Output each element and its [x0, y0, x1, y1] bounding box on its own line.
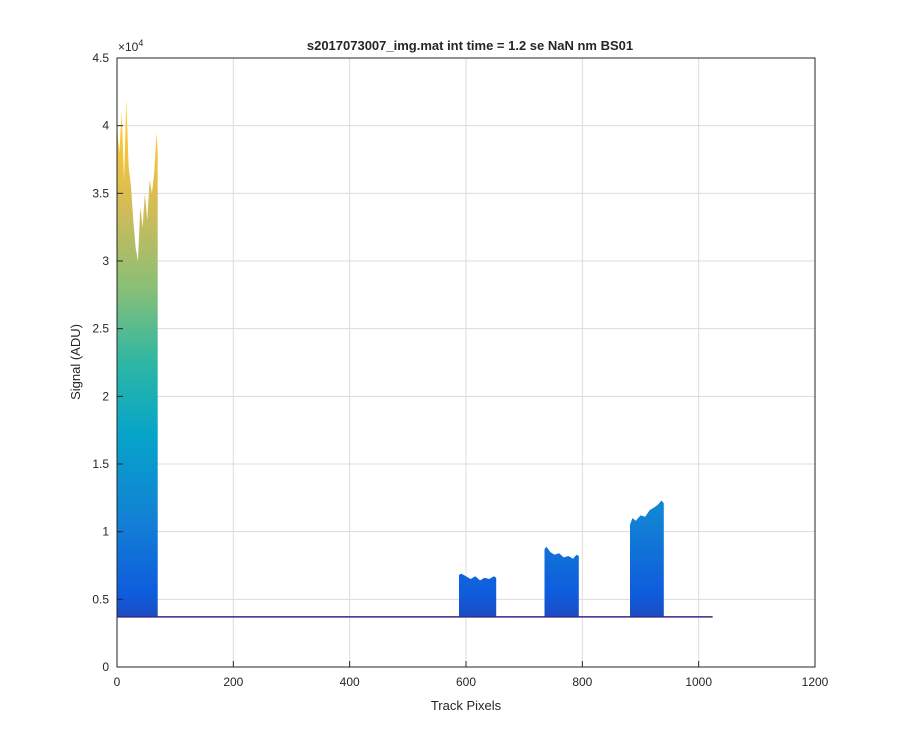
y-tick-label: 3 [102, 254, 109, 268]
y-axis-label: Signal (ADU) [68, 324, 83, 400]
x-tick-label: 1000 [685, 675, 712, 689]
x-tick-label: 1200 [802, 675, 829, 689]
x-tick-label: 0 [114, 675, 121, 689]
series-layer [117, 98, 713, 618]
signal-region-4 [630, 500, 664, 617]
y-tick-label: 4 [102, 119, 109, 133]
y-tick-label: 0 [102, 660, 109, 674]
signal-region-2 [459, 573, 497, 617]
y-tick-label: 1 [102, 525, 109, 539]
x-ticks: 0 200 400 600 800 1000 1200 [114, 661, 829, 689]
signal-region-1 [117, 98, 158, 617]
x-tick-label: 400 [340, 675, 360, 689]
y-tick-label: 4.5 [92, 51, 109, 65]
chart-title: s2017073007_img.mat int time = 1.2 se Na… [307, 38, 633, 53]
signal-region-3 [544, 546, 579, 617]
y-tick-label: 1.5 [92, 457, 109, 471]
y-ticks: 0 0.5 1 1.5 2 2.5 3 3.5 4 4.5 [92, 51, 123, 674]
y-tick-label: 2 [102, 389, 109, 403]
y-multiplier-label: ×104 [118, 38, 143, 54]
y-tick-label: 2.5 [92, 322, 109, 336]
x-tick-label: 200 [223, 675, 243, 689]
x-tick-label: 600 [456, 675, 476, 689]
x-axis-label: Track Pixels [431, 698, 502, 713]
y-tick-label: 0.5 [92, 592, 109, 606]
y-tick-label: 3.5 [92, 186, 109, 200]
x-tick-label: 800 [572, 675, 592, 689]
